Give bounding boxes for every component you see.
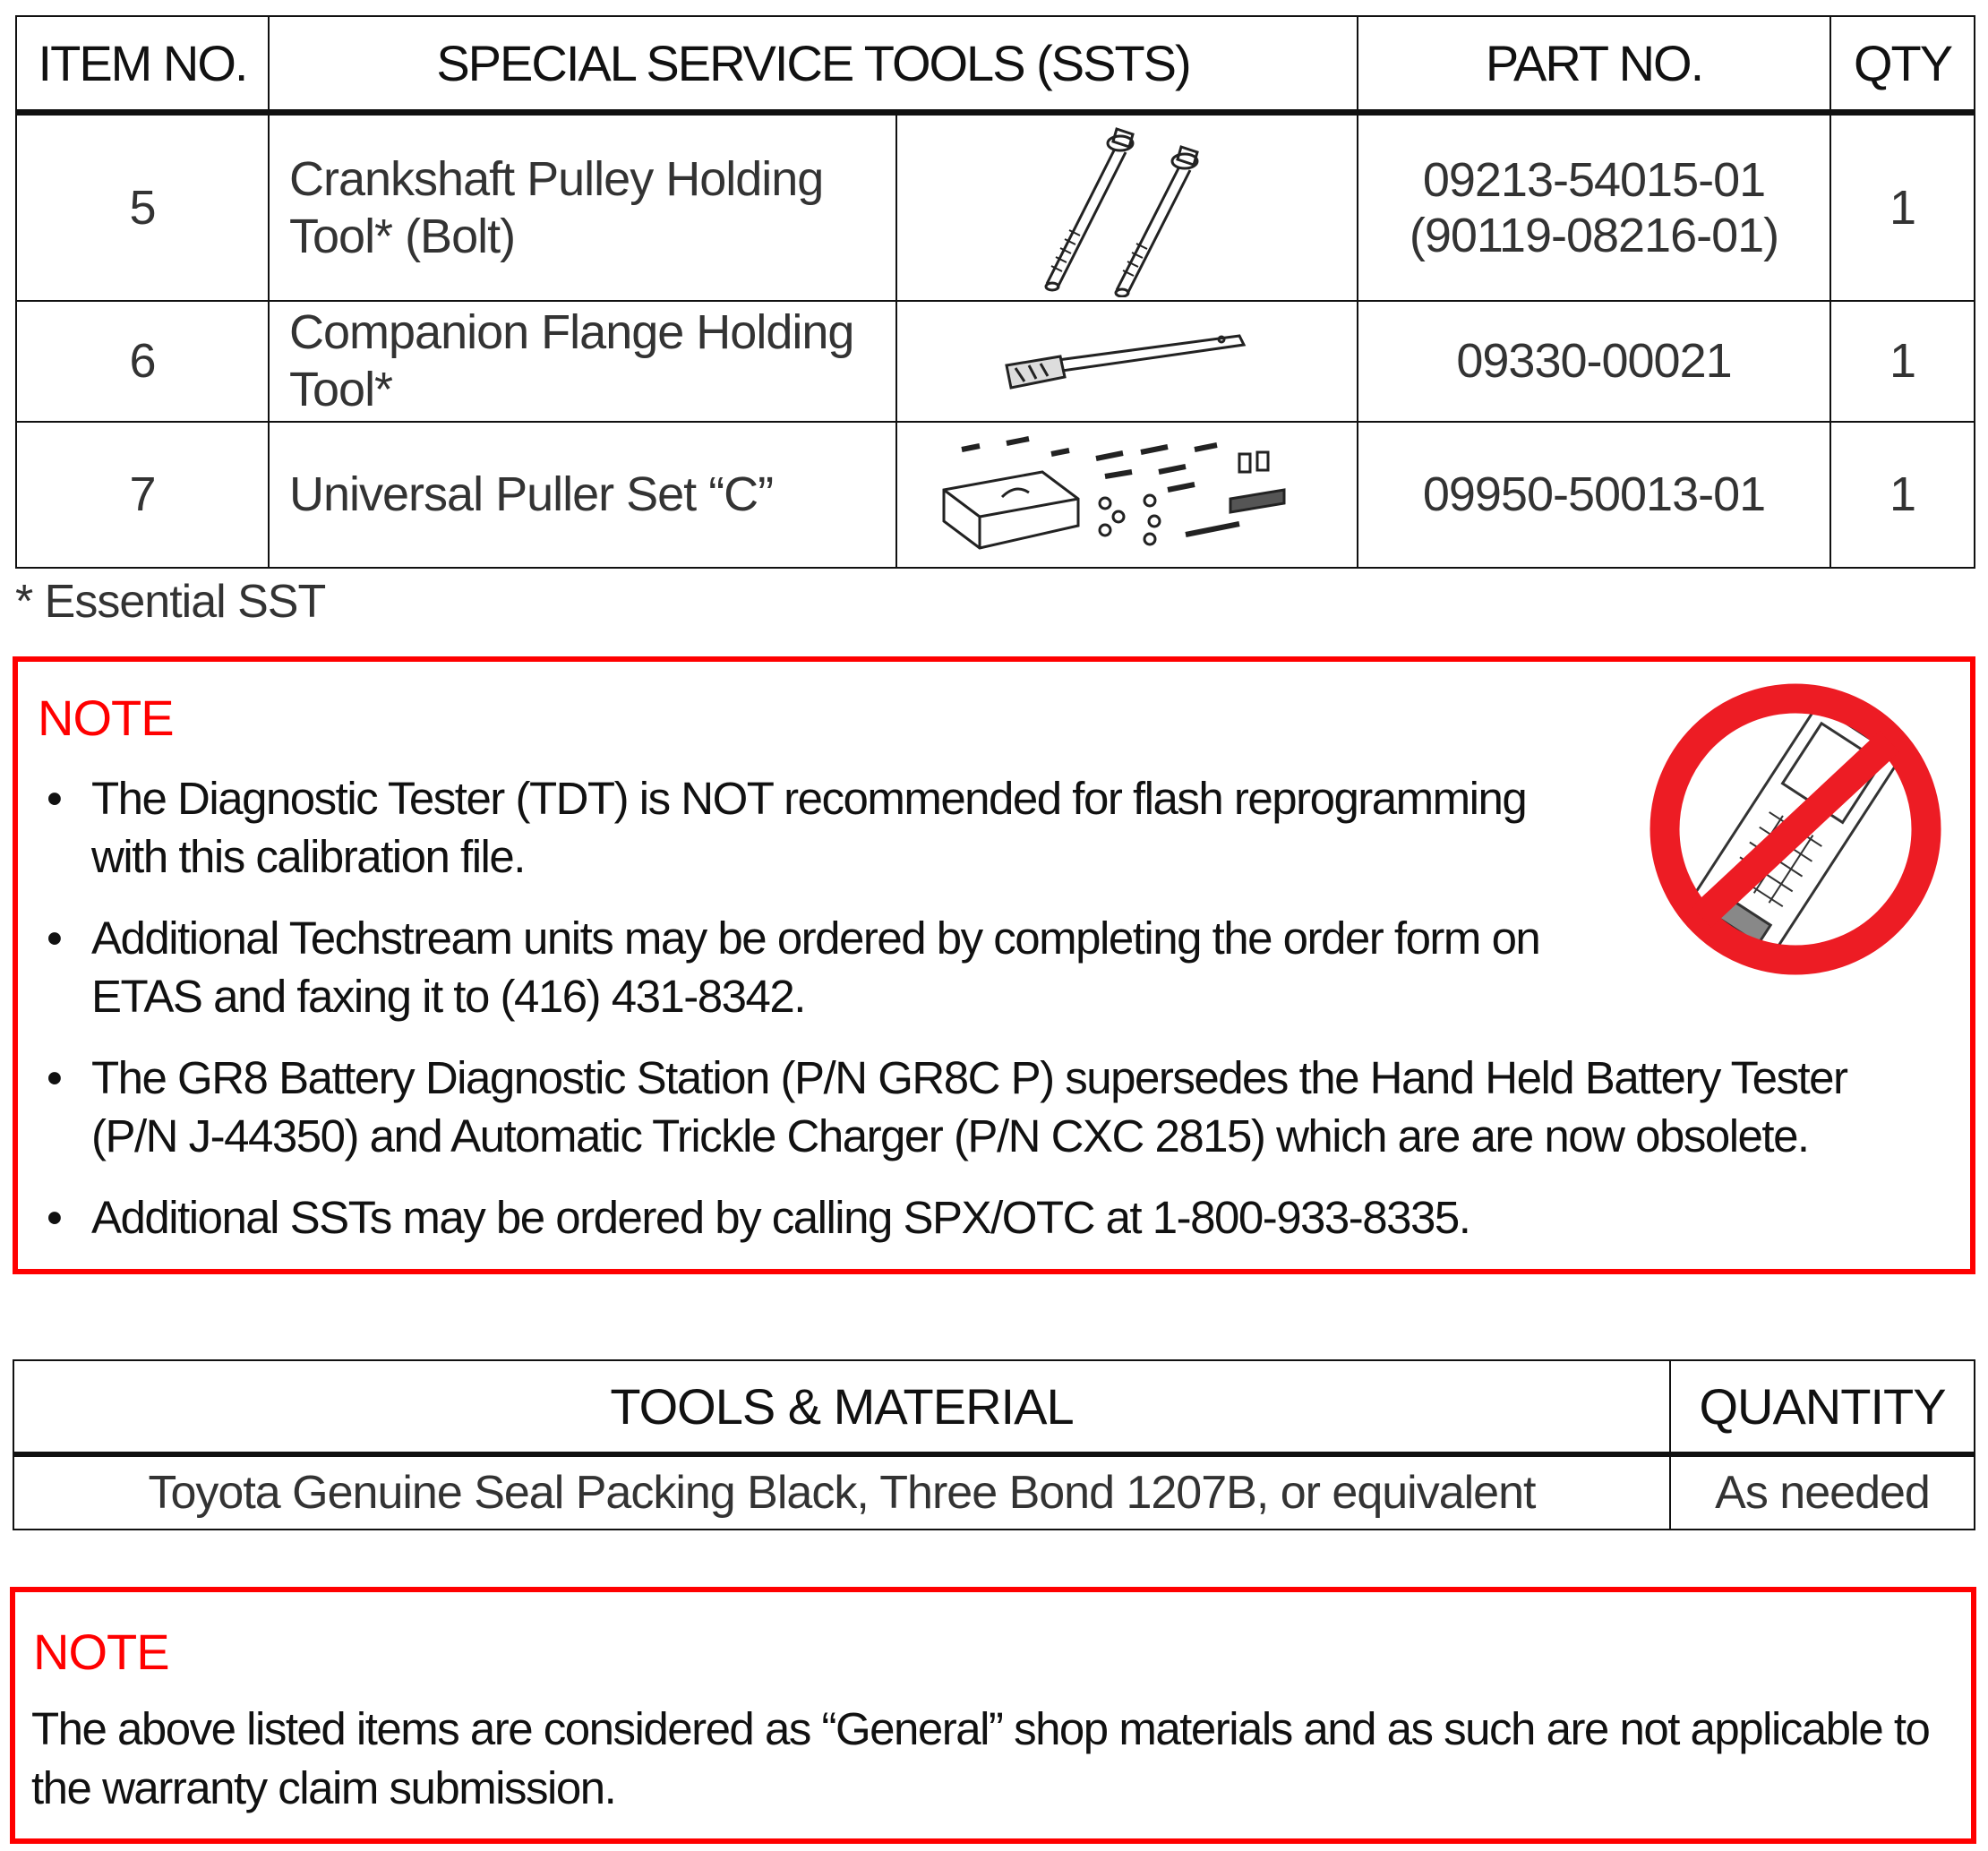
bolts-illustration	[895, 111, 1358, 302]
tool-description: Universal Puller Set “C”	[268, 420, 897, 569]
note-box-1: NOTE • The Diagnostic Tester (TDT) is NOT…	[13, 656, 1975, 1274]
item-number: 6	[15, 299, 270, 423]
item-number: 7	[15, 420, 270, 569]
tool-description: Companion Flange Holding Tool*	[268, 299, 897, 423]
puller-set-illustration	[895, 420, 1358, 569]
part-number: 09330-00021	[1357, 299, 1831, 423]
desc-line: Tool* (Bolt)	[289, 209, 516, 263]
header-tools: SPECIAL SERVICE TOOLS (SSTS)	[268, 15, 1358, 116]
header-item-no: ITEM NO.	[15, 15, 270, 116]
bullet-line: with this calibration file.	[91, 831, 526, 882]
note-title: NOTE	[33, 1624, 170, 1680]
note-bullet: • The GR8 Battery Diagnostic Station (P/N…	[36, 1049, 1916, 1165]
note-bullet: • The Diagnostic Tester (TDT) is NOT reco…	[36, 769, 1916, 886]
header-qty: QTY	[1829, 15, 1975, 116]
essential-sst-footnote: * Essential SST	[15, 576, 326, 628]
quantity: 1	[1829, 420, 1975, 569]
tools-material-header-row: TOOLS & MATERIAL QUANTITY	[13, 1359, 1975, 1457]
header-quantity: QUANTITY	[1669, 1359, 1975, 1457]
note-body: The above listed items are considered as…	[31, 1700, 1957, 1818]
note-title: NOTE	[38, 690, 175, 746]
tools-material-table: TOOLS & MATERIAL QUANTITY Toyota Genuine…	[13, 1359, 1975, 1530]
sst-header-row: ITEM NO. SPECIAL SERVICE TOOLS (SSTS) PA…	[15, 15, 1975, 116]
desc-line: Crankshaft Pulley Holding	[289, 151, 824, 206]
header-tools-material: TOOLS & MATERIAL	[13, 1359, 1671, 1457]
note-line: the warranty claim submission.	[31, 1762, 617, 1813]
quantity: 1	[1829, 111, 1975, 302]
flange-holding-tool-illustration	[895, 299, 1358, 423]
material-item: Toyota Genuine Seal Packing Black, Three…	[13, 1453, 1671, 1530]
note-line: The above listed items are considered as…	[31, 1703, 1931, 1754]
bullet-dot: •	[47, 773, 63, 824]
desc-line: Companion Flange Holding	[289, 305, 854, 359]
bullet-line: The Diagnostic Tester (TDT) is NOT recom…	[91, 773, 1528, 824]
part-number-primary: 09213-54015-01	[1422, 152, 1766, 207]
note-bullet-list: • The Diagnostic Tester (TDT) is NOT reco…	[36, 769, 1916, 1270]
sst-table: ITEM NO. SPECIAL SERVICE TOOLS (SSTS) PA…	[15, 15, 1975, 569]
bullet-line: Additional Techstream units may be order…	[91, 913, 1541, 964]
item-number: 5	[15, 111, 270, 302]
part-number: 09213-54015-01 (90119-08216-01)	[1357, 111, 1831, 302]
bullet-dot: •	[47, 1192, 63, 1243]
desc-line: Tool*	[289, 363, 393, 416]
table-row: Toyota Genuine Seal Packing Black, Three…	[13, 1453, 1975, 1530]
quantity: 1	[1829, 299, 1975, 423]
material-quantity: As needed	[1669, 1453, 1975, 1530]
tool-description: Crankshaft Pulley Holding Tool* (Bolt)	[268, 111, 897, 302]
bullet-line: ETAS and faxing it to (416) 431-8342.	[91, 971, 806, 1022]
no-diagnostic-tester-icon	[1650, 683, 1941, 975]
bullet-dot: •	[47, 913, 63, 964]
bullet-line: The GR8 Battery Diagnostic Station (P/N …	[91, 1052, 1848, 1103]
note-bullet: • Additional SSTs may be ordered by calli…	[36, 1188, 1916, 1247]
bullet-dot: •	[47, 1052, 63, 1103]
part-number: 09950-50013-01	[1357, 420, 1831, 569]
bullet-line: Additional SSTs may be ordered by callin…	[91, 1192, 1471, 1243]
note-bullet: • Additional Techstream units may be orde…	[36, 909, 1916, 1025]
table-row: 6 Companion Flange Holding Tool* 09330-00…	[15, 299, 1975, 423]
header-part-no: PART NO.	[1357, 15, 1831, 116]
table-row: 7 Universal Puller Set “C” 09950-50013-0…	[15, 420, 1975, 569]
bullet-line: (P/N J-44350) and Automatic Trickle Char…	[91, 1110, 1810, 1161]
table-row: 5 Crankshaft Pulley Holding Tool* (Bolt) …	[15, 111, 1975, 302]
part-number-alt: (90119-08216-01)	[1409, 208, 1779, 262]
note-box-2: NOTE The above listed items are consider…	[10, 1587, 1976, 1844]
